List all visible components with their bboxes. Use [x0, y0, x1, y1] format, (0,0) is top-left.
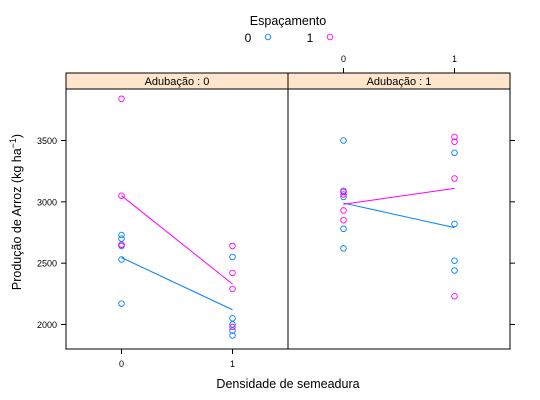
panel-1-series-1-point-2: [340, 191, 347, 198]
panel-0-series-0-mean-line: [121, 257, 233, 311]
panel-1-marks: [340, 133, 458, 300]
panel-0-series-0-point-3: [118, 235, 125, 242]
panel-1-series-0-point-5: [451, 267, 458, 274]
panel-1-series-1-point-4: [451, 293, 458, 300]
panel-0-series-0-point-7: [229, 321, 236, 328]
panel-0-series-1-point-7: [229, 242, 236, 250]
panel-1-series-0-point-2: [340, 193, 347, 201]
panel-0-series-1-point-4: [229, 323, 236, 331]
panel-0-series-0-point-4: [118, 231, 125, 239]
axes: 0 0 1 1 2000 2500 3000 3500: [37, 54, 515, 369]
panel-1-series-0-point-1: [340, 225, 347, 233]
panel-1-series-0-mean-line: [343, 202, 455, 229]
panel-1-series-1-point-0: [340, 216, 347, 224]
panel-1-strip-label: Adubação : 1: [367, 76, 432, 88]
panel-1-series-0-point-8: [451, 149, 458, 157]
legend: Espaçamento 0 1: [245, 14, 334, 45]
panel-0-series-1-mean-line: [121, 195, 233, 285]
legend-title: Espaçamento: [250, 14, 326, 28]
x-tick-label-top-1: 1: [452, 54, 457, 64]
panel-0-series-1-point-6: [229, 269, 236, 277]
y-axis-title-close: ): [10, 134, 24, 138]
legend-label-1: 1: [307, 31, 314, 45]
panel-0-series-1-point-5: [229, 285, 236, 293]
panel-1-series-1-mean-line: [343, 187, 455, 205]
panel-0: Adubação : 0: [65, 72, 289, 350]
y-tick-label-3: 3500: [37, 136, 57, 146]
panel-1-series-1-point-7: [451, 133, 458, 141]
panel-1-series-0-point-4: [340, 137, 347, 144]
panel-0-frame: [65, 88, 289, 350]
y-tick-label-1: 2500: [37, 259, 57, 269]
panel-0-series-1-point-1: [118, 241, 125, 249]
panel-1-series-1-point-1: [340, 207, 347, 214]
legend-label-0: 0: [245, 31, 252, 45]
panel-0-marks: [118, 95, 236, 339]
panel-0-series-1-point-3: [118, 95, 125, 103]
panel-0-strip-label: Adubação : 0: [145, 76, 210, 88]
legend-marker-0: [264, 33, 272, 41]
panel-0-series-1-point-2: [118, 192, 125, 199]
panel-1: Adubação : 1: [287, 72, 511, 350]
panel-1-series-0-point-0: [340, 245, 347, 252]
panel-1-series-1-point-5: [451, 175, 458, 182]
panel-0-series-0-point-9: [229, 253, 236, 261]
x-tick-label-bottom-0: 0: [119, 359, 124, 369]
panel-1-series-1-point-3: [340, 188, 347, 196]
y-axis-title: Produção de Arroz (kg ha−1): [8, 134, 24, 290]
panel-0-series-0-point-1: [118, 256, 125, 263]
panel-0-series-0-point-5: [229, 332, 236, 339]
x-tick-label-top-0: 0: [341, 54, 346, 64]
panel-0-series-0-point-8: [229, 315, 236, 322]
panel-1-series-0-point-7: [451, 220, 458, 228]
x-axis-title: Densidade de semeadura: [216, 377, 359, 391]
x-tick-label-bottom-1: 1: [230, 359, 235, 369]
y-axis-title-sup: −1: [8, 138, 18, 148]
panel-1-series-1-point-6: [451, 138, 458, 145]
y-tick-label-2: 3000: [37, 197, 57, 207]
y-tick-label-0: 2000: [37, 320, 57, 330]
panel-0-series-0-point-0: [118, 300, 125, 307]
legend-marker-1: [326, 33, 334, 41]
panel-0-series-0-point-6: [229, 327, 236, 334]
panel-1-frame: [287, 88, 511, 350]
panel-1-series-0-point-6: [451, 257, 458, 264]
y-axis-title-main: Produção de Arroz (kg ha: [10, 148, 24, 290]
